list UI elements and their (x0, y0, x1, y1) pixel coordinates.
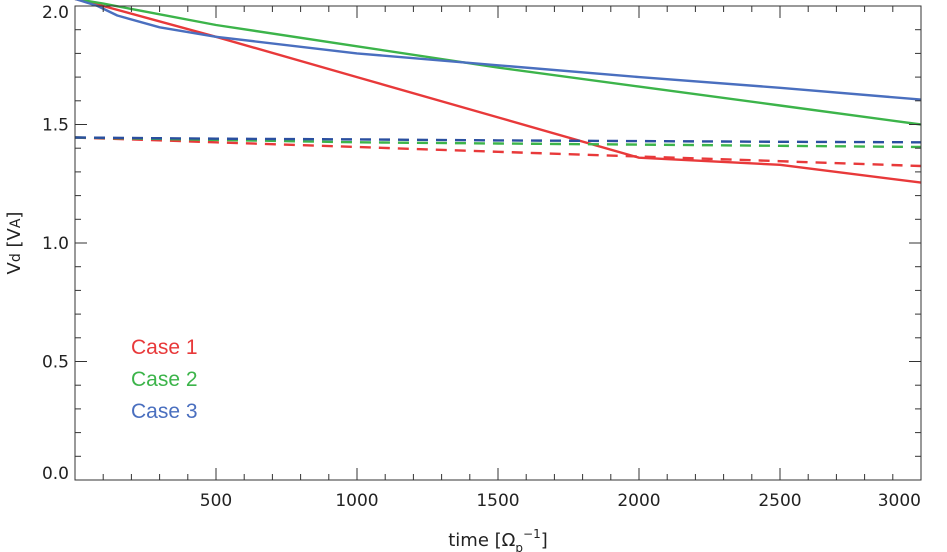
x-axis-label: time [Ωp−1] (448, 527, 548, 552)
series-line-case-3-dashed (74, 136, 922, 144)
y-tick-label: 1.5 (42, 116, 69, 136)
plot-frame (74, 5, 922, 481)
legend-entry-case-2: Case 2 (131, 368, 198, 391)
x-tick-label: 2000 (617, 491, 660, 511)
y-axis-label: Vd [VA] (4, 212, 25, 275)
series-line-case-2-dashed (74, 136, 922, 149)
series-line-case-1-solid (74, 0, 922, 184)
legend-entry-case-1: Case 1 (131, 336, 198, 359)
y-tick-label: 0.5 (42, 353, 69, 373)
legend-entry-case-3: Case 3 (131, 400, 198, 423)
x-tick-label: 500 (200, 491, 232, 511)
series-line-case-2-solid (74, 0, 922, 126)
y-tick-label: 1.0 (42, 234, 69, 254)
x-tick-label: 3000 (878, 491, 921, 511)
y-tick-label: 0.0 (42, 464, 69, 484)
tick-layer: 500 1000 1500 2000 2500 3000 0.0 0.5 1.0 1.5 2.0 (42, 3, 922, 511)
x-tick-label: 2500 (758, 491, 801, 511)
series-layer (74, 0, 922, 184)
y-tick-label: 2.0 (42, 3, 69, 23)
series-line-case-1-dashed (74, 136, 922, 168)
x-tick-label: 1000 (335, 491, 378, 511)
series-line-case-3-solid (74, 0, 922, 101)
legend: Case 1 Case 2 Case 3 (131, 336, 198, 423)
x-tick-label: 1500 (476, 491, 519, 511)
